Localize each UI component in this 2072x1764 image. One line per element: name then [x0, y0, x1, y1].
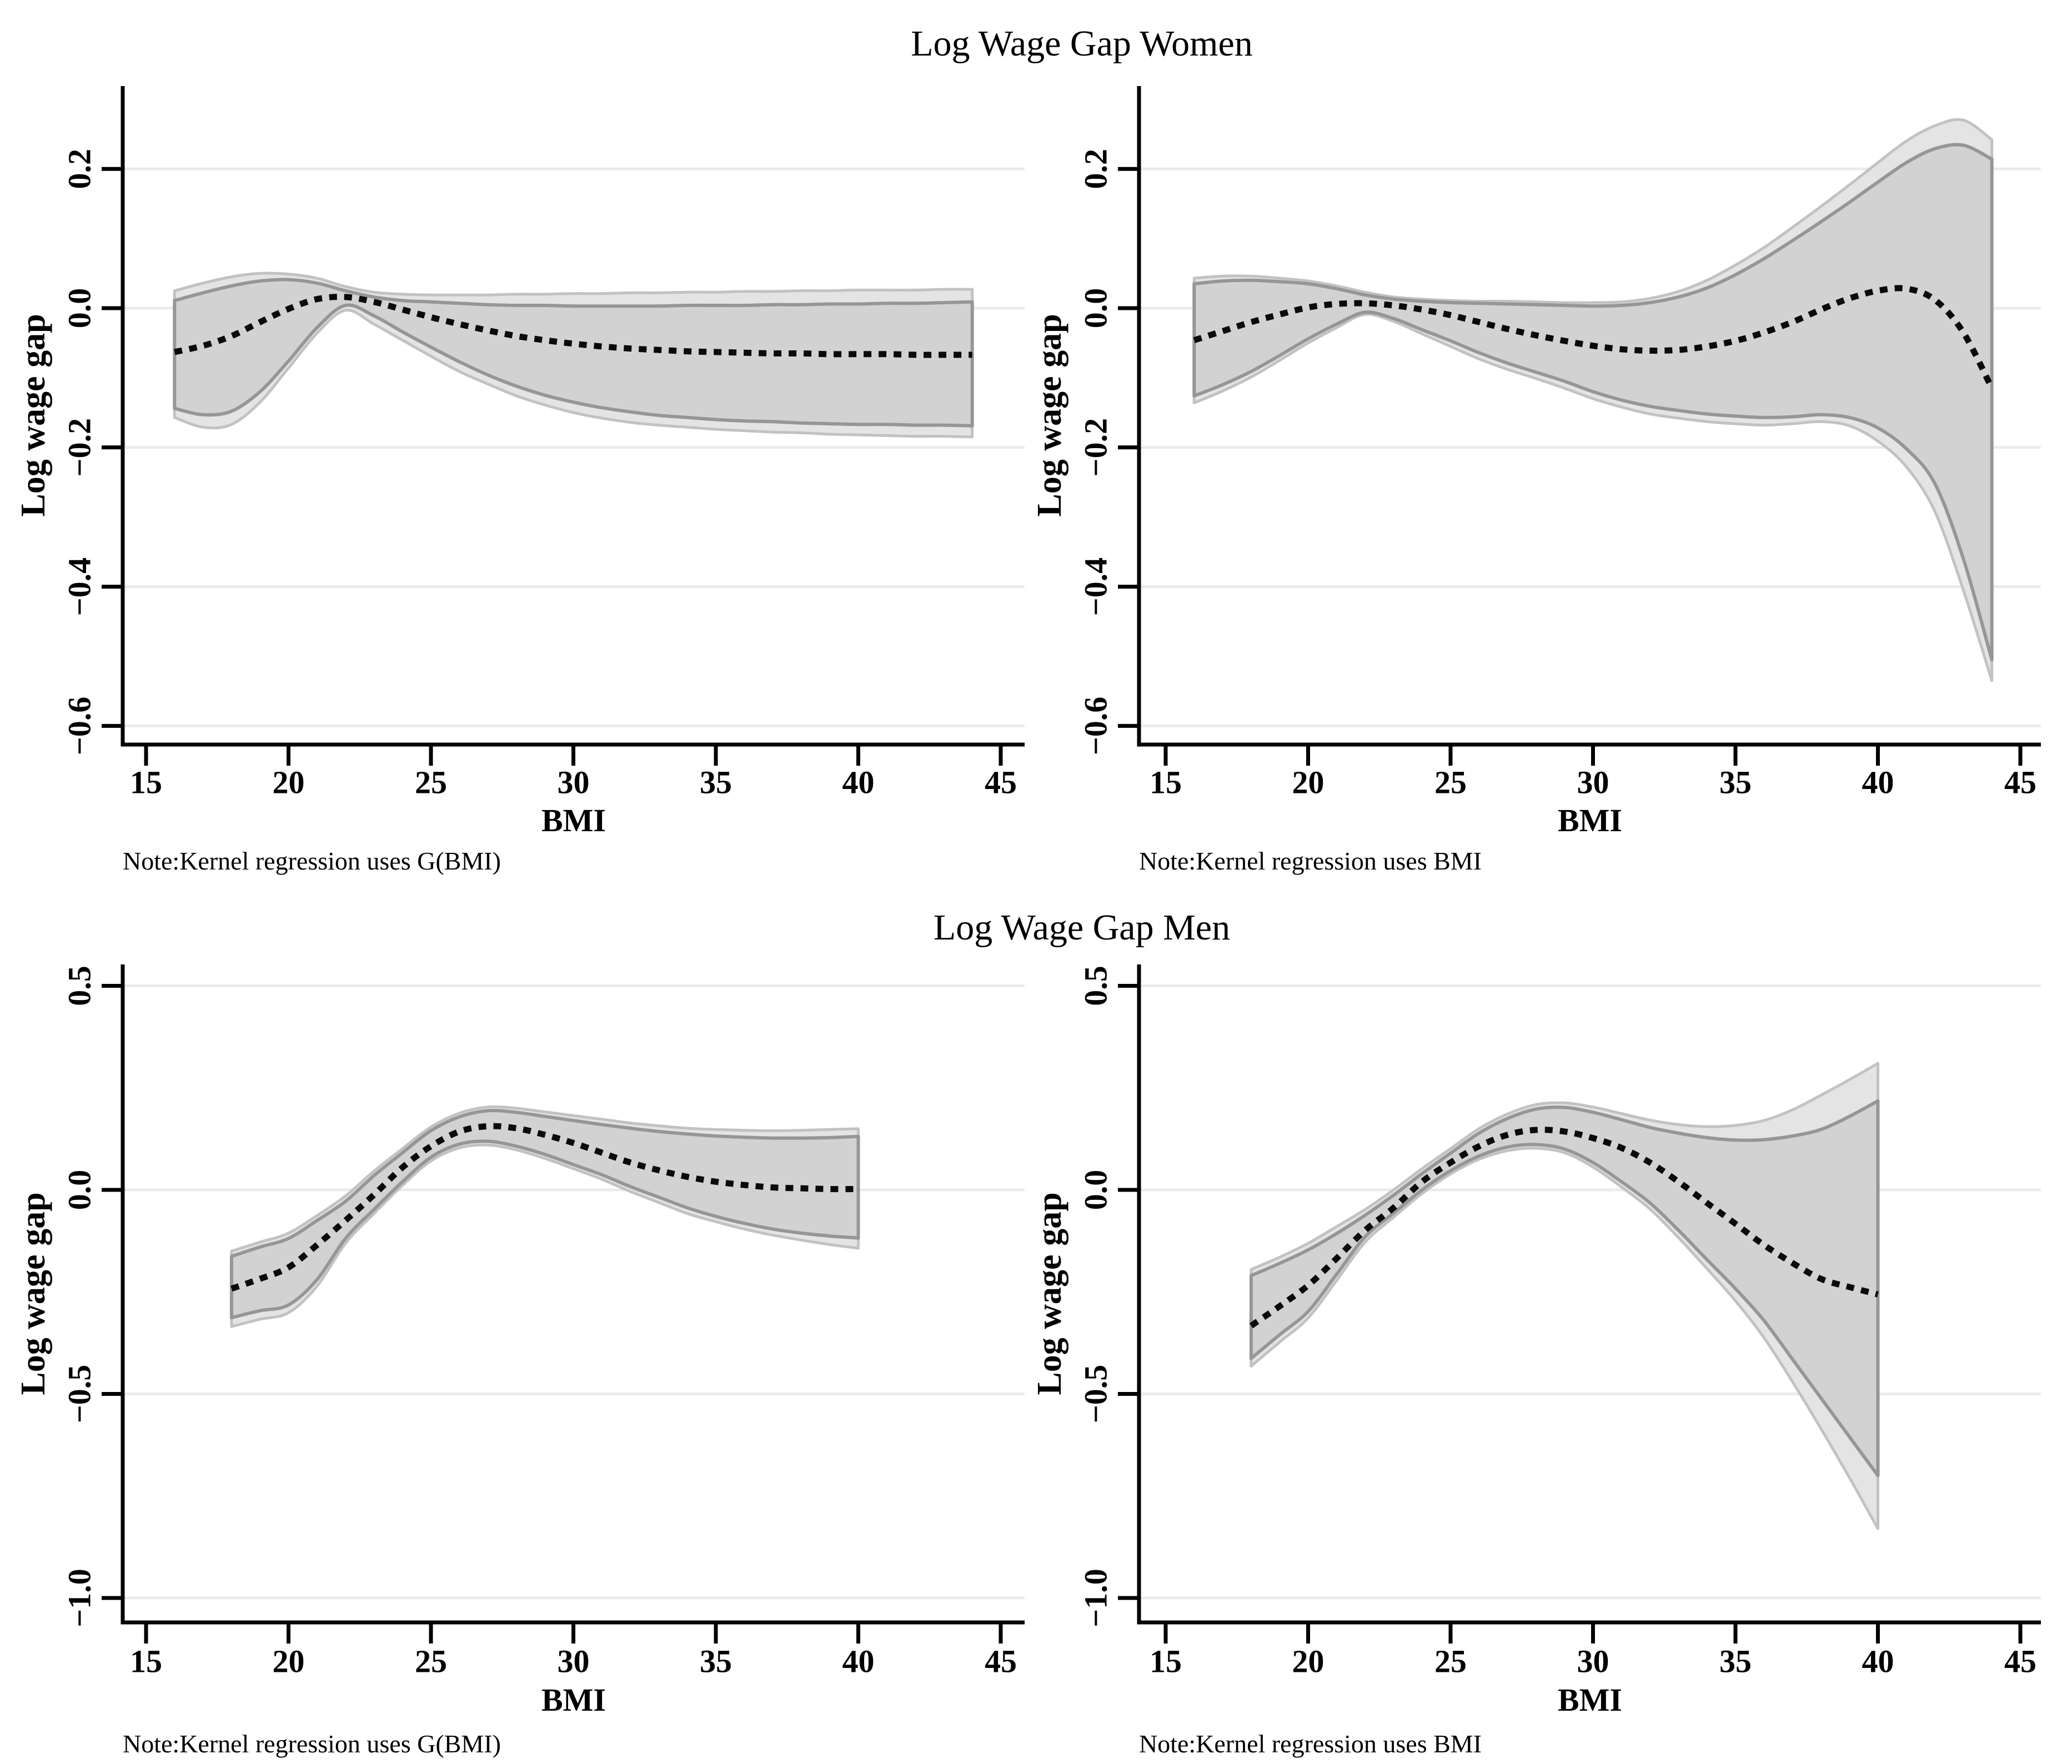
y-axis-label-men-gbmi: Log wage gap: [14, 1192, 52, 1395]
x-tick-label: 45: [2004, 1643, 2036, 1679]
x-tick-label: 25: [1434, 764, 1467, 800]
x-tick-label: 15: [130, 764, 162, 800]
confidence-band-inner: [1249, 1099, 1880, 1477]
x-tick-label: 30: [558, 764, 590, 800]
confidence-band-inner: [229, 1109, 860, 1320]
y-tick-label: −0.6: [1077, 697, 1113, 756]
x-tick-label: 45: [2004, 764, 2036, 800]
y-tick-label: 0.0: [1077, 288, 1113, 329]
x-tick-label: 15: [1150, 764, 1182, 800]
x-tick-label: 15: [130, 1643, 162, 1679]
note-women-gbmi: Note:Kernel regression uses G(BMI): [123, 847, 501, 875]
y-tick-label: 0.0: [1077, 1170, 1113, 1210]
note-men-gbmi: Note:Kernel regression uses G(BMI): [123, 1730, 501, 1758]
x-axis-label-women-gbmi: BMI: [541, 802, 606, 838]
x-tick-label: 35: [700, 1643, 732, 1679]
panel-title-women: Log Wage Gap Women: [911, 23, 1253, 64]
x-axis-label-men-bmi: BMI: [1558, 1682, 1622, 1718]
y-tick-label: −1.0: [1077, 1569, 1113, 1627]
y-tick-label: 0.2: [1077, 149, 1113, 189]
y-tick-label: −0.5: [1077, 1365, 1113, 1424]
x-tick-label: 45: [985, 1643, 1017, 1679]
y-axis-label-men-bmi: Log wage gap: [1031, 1192, 1068, 1395]
x-tick-label: 45: [985, 764, 1017, 800]
x-tick-label: 35: [1719, 1643, 1752, 1679]
y-tick-label: 0.0: [61, 288, 97, 329]
y-tick-label: 0.5: [61, 966, 97, 1006]
x-tick-label: 35: [1719, 764, 1752, 800]
y-tick-label: −0.5: [61, 1365, 97, 1424]
x-tick-label: 40: [842, 764, 875, 800]
y-tick-label: −0.2: [1077, 418, 1113, 477]
x-tick-label: 20: [273, 1643, 305, 1679]
y-tick-label: −0.2: [61, 418, 97, 477]
note-women-bmi: Note:Kernel regression uses BMI: [1139, 847, 1482, 875]
x-tick-label: 30: [1577, 1643, 1609, 1679]
x-tick-label: 40: [1862, 1643, 1894, 1679]
y-axis-label-women-gbmi: Log wage gap: [14, 314, 52, 517]
y-tick-label: 0.2: [61, 149, 97, 189]
kernel-estimate-line: [1193, 285, 1995, 390]
x-tick-label: 20: [1292, 764, 1325, 800]
x-tick-label: 40: [1862, 764, 1894, 800]
kernel-estimate-line: [1249, 1127, 1879, 1329]
confidence-band-inner: [173, 278, 974, 428]
x-tick-label: 15: [1150, 1643, 1182, 1679]
y-tick-label: −0.6: [61, 697, 97, 756]
x-tick-label: 30: [1577, 764, 1609, 800]
confidence-band-inner: [1192, 143, 1994, 662]
y-tick-label: −0.4: [1077, 557, 1113, 616]
x-tick-label: 20: [1292, 1643, 1325, 1679]
y-tick-label: −0.4: [61, 557, 97, 616]
x-tick-label: 20: [273, 764, 305, 800]
x-tick-label: 35: [700, 764, 732, 800]
x-tick-label: 25: [415, 764, 447, 800]
y-tick-label: 0.0: [61, 1170, 97, 1210]
y-tick-label: −1.0: [61, 1569, 97, 1627]
kernel-estimate-line: [230, 1123, 859, 1292]
y-tick-label: 0.5: [1077, 966, 1113, 1006]
x-axis-label-men-gbmi: BMI: [541, 1682, 606, 1718]
kernel-estimate-line: [174, 294, 972, 358]
y-axis-label-women-bmi: Log wage gap: [1031, 314, 1068, 517]
x-tick-label: 40: [842, 1643, 875, 1679]
note-men-bmi: Note:Kernel regression uses BMI: [1139, 1730, 1482, 1758]
x-tick-label: 25: [415, 1643, 447, 1679]
x-tick-label: 30: [558, 1643, 590, 1679]
x-axis-label-women-bmi: BMI: [1558, 802, 1622, 838]
x-tick-label: 25: [1434, 1643, 1467, 1679]
panel-title-men: Log Wage Gap Men: [933, 907, 1231, 948]
